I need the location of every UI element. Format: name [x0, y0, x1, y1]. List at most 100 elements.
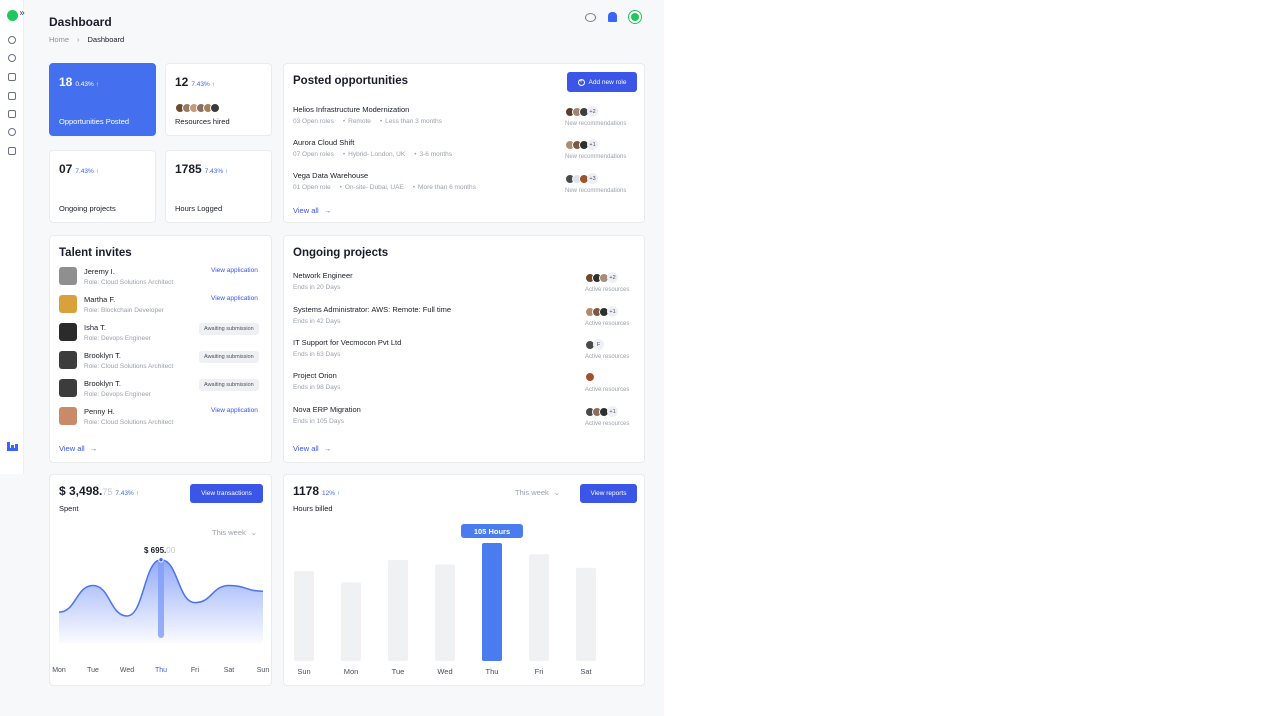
resource-avatars[interactable]: +1: [585, 306, 618, 317]
project-ends: Ends in 98 Days: [293, 384, 341, 391]
search-icon[interactable]: [8, 36, 16, 44]
recommendation-avatars[interactable]: +1: [565, 139, 598, 150]
recommendations-label: New recommendations: [565, 188, 627, 194]
talent-name: Jeremy I.: [84, 267, 115, 276]
resource-avatars[interactable]: F: [585, 339, 604, 350]
spent-axis-label: Thu: [155, 667, 167, 674]
clipboard-icon[interactable]: [8, 110, 16, 118]
top-actions: [585, 11, 641, 23]
hours-bar[interactable]: [529, 554, 549, 661]
chevron-down-icon: ⌄: [250, 528, 258, 537]
spent-axis-label: Sat: [224, 667, 235, 674]
spent-amount: $ 3,498.75 7.43% ↑: [59, 484, 139, 498]
hours-axis-label: Sun: [297, 667, 310, 676]
plus-circle-icon: +: [577, 78, 585, 86]
hours-axis-label: Sat: [580, 667, 592, 676]
spent-label: Spent: [59, 504, 79, 513]
hours-bar-chart: Sun Mon Tue Wed Thu 105 Hours Fri Sat: [294, 524, 596, 676]
resource-avatars[interactable]: +2: [585, 272, 618, 283]
recommendation-avatars[interactable]: +2: [565, 106, 598, 117]
stat-card-opportunities[interactable]: 18 0.43% ↑ Opportunities Posted: [49, 63, 156, 136]
recommendations-label: New recommendations: [565, 121, 627, 127]
stat-delta: 7.43% ↑: [191, 81, 215, 88]
view-all-link[interactable]: View all →: [293, 444, 332, 453]
folder-icon[interactable]: [8, 92, 16, 100]
opportunity-title[interactable]: Vega Data Warehouse: [293, 171, 369, 180]
stat-value: 07 7.43% ↑: [59, 162, 99, 176]
project-title[interactable]: Nova ERP Migration: [293, 405, 361, 414]
expand-sidebar-icon[interactable]: »: [19, 8, 26, 19]
stat-label: Resources hired: [175, 117, 230, 126]
hours-tooltip: [461, 524, 523, 538]
hours-bar[interactable]: [482, 543, 502, 661]
arrow-right-icon: →: [323, 444, 332, 453]
spent-axis-label: Tue: [87, 667, 99, 674]
hours-tooltip-label: 105 Hours: [474, 527, 510, 536]
opportunity-title[interactable]: Helios Infrastructure Modernization: [293, 105, 410, 114]
timer-icon[interactable]: [8, 128, 16, 136]
project-title[interactable]: IT Support for Vecmocon Pvt Ltd: [293, 338, 402, 347]
hours-bar[interactable]: [435, 564, 455, 661]
stat-delta: 7.43% ↑: [75, 168, 99, 175]
project-ends: Ends in 105 Days: [293, 418, 344, 425]
logo-icon: [7, 10, 18, 21]
chevron-down-icon: ⌄: [553, 488, 561, 497]
view-application-link[interactable]: View application: [211, 407, 258, 414]
stat-card-projects[interactable]: 07 7.43% ↑ Ongoing projects: [49, 150, 156, 223]
chat-icon[interactable]: [585, 12, 596, 22]
wallet-icon[interactable]: [8, 147, 16, 155]
recommendations-label: New recommendations: [565, 154, 627, 160]
project-ends: Ends in 63 Days: [293, 351, 341, 358]
range-dropdown[interactable]: This week ⌄: [212, 528, 258, 537]
opportunity-title[interactable]: Aurora Cloud Shift: [293, 138, 355, 147]
sidebar-rail: »: [0, 0, 26, 474]
spent-highlight-bar: [158, 559, 164, 638]
hours-bar[interactable]: [388, 559, 408, 661]
view-all-link[interactable]: View all →: [293, 206, 332, 215]
active-resources-label: Active resources: [585, 321, 630, 327]
avatar: [59, 379, 77, 397]
bell-icon[interactable]: [608, 12, 617, 22]
view-reports-button[interactable]: View reports: [580, 484, 637, 503]
view-all-link[interactable]: View all →: [59, 444, 98, 453]
talent-role: Role: Cloud Solutions Architect: [84, 419, 174, 426]
user-avatar[interactable]: [629, 11, 641, 23]
hours-bar[interactable]: [576, 567, 596, 661]
breadcrumb: Home › Dashboard: [49, 35, 124, 44]
opportunities-icon[interactable]: [8, 73, 16, 81]
stat-label: Hours Logged: [175, 204, 223, 213]
talent-role: Role: Cloud Solutions Architect: [84, 363, 174, 370]
talent-name: Brooklyn T.: [84, 351, 121, 360]
project-title[interactable]: Systems Administrator: AWS: Remote: Full…: [293, 305, 452, 314]
view-application-link[interactable]: View application: [211, 295, 258, 302]
spent-axis-label: Mon: [52, 667, 66, 674]
status-badge: Awaiting submission: [199, 379, 259, 391]
resource-avatars[interactable]: [585, 372, 595, 382]
stat-card-resources[interactable]: 12 7.43% ↑ Resources hired: [165, 63, 272, 136]
talent-name: Penny H.: [84, 407, 115, 416]
resource-avatars: [175, 103, 220, 113]
resource-avatars[interactable]: +1: [585, 406, 618, 417]
hours-bar[interactable]: [341, 582, 361, 661]
breadcrumb-current: Dashboard: [87, 35, 125, 44]
hours-bar[interactable]: [294, 571, 314, 661]
spent-point[interactable]: [158, 557, 164, 563]
view-transactions-button[interactable]: View transactions: [190, 484, 263, 503]
add-new-role-button[interactable]: + Add new role: [567, 72, 637, 92]
card-title: Ongoing projects: [293, 247, 389, 259]
spent-delta: 7.43% ↑: [115, 490, 139, 497]
dashboard-icon[interactable]: [8, 54, 16, 62]
spent-axis-label: Wed: [120, 667, 134, 674]
status-badge: Awaiting submission: [199, 323, 259, 335]
opportunity-meta: 03 Open rolesRemoteLess than 3 months: [293, 118, 442, 125]
view-application-link[interactable]: View application: [211, 267, 258, 274]
stat-delta: 7.43% ↑: [204, 168, 229, 175]
range-dropdown[interactable]: This week ⌄: [515, 488, 561, 497]
project-title[interactable]: Network Engineer: [293, 271, 353, 280]
stat-label: Ongoing projects: [59, 204, 116, 213]
active-resources-label: Active resources: [585, 421, 630, 427]
project-title[interactable]: Project Orion: [293, 371, 337, 380]
recommendation-avatars[interactable]: +3: [565, 173, 598, 184]
stat-card-hours[interactable]: 1785 7.43% ↑ Hours Logged: [165, 150, 272, 223]
breadcrumb-home[interactable]: Home: [49, 35, 70, 44]
